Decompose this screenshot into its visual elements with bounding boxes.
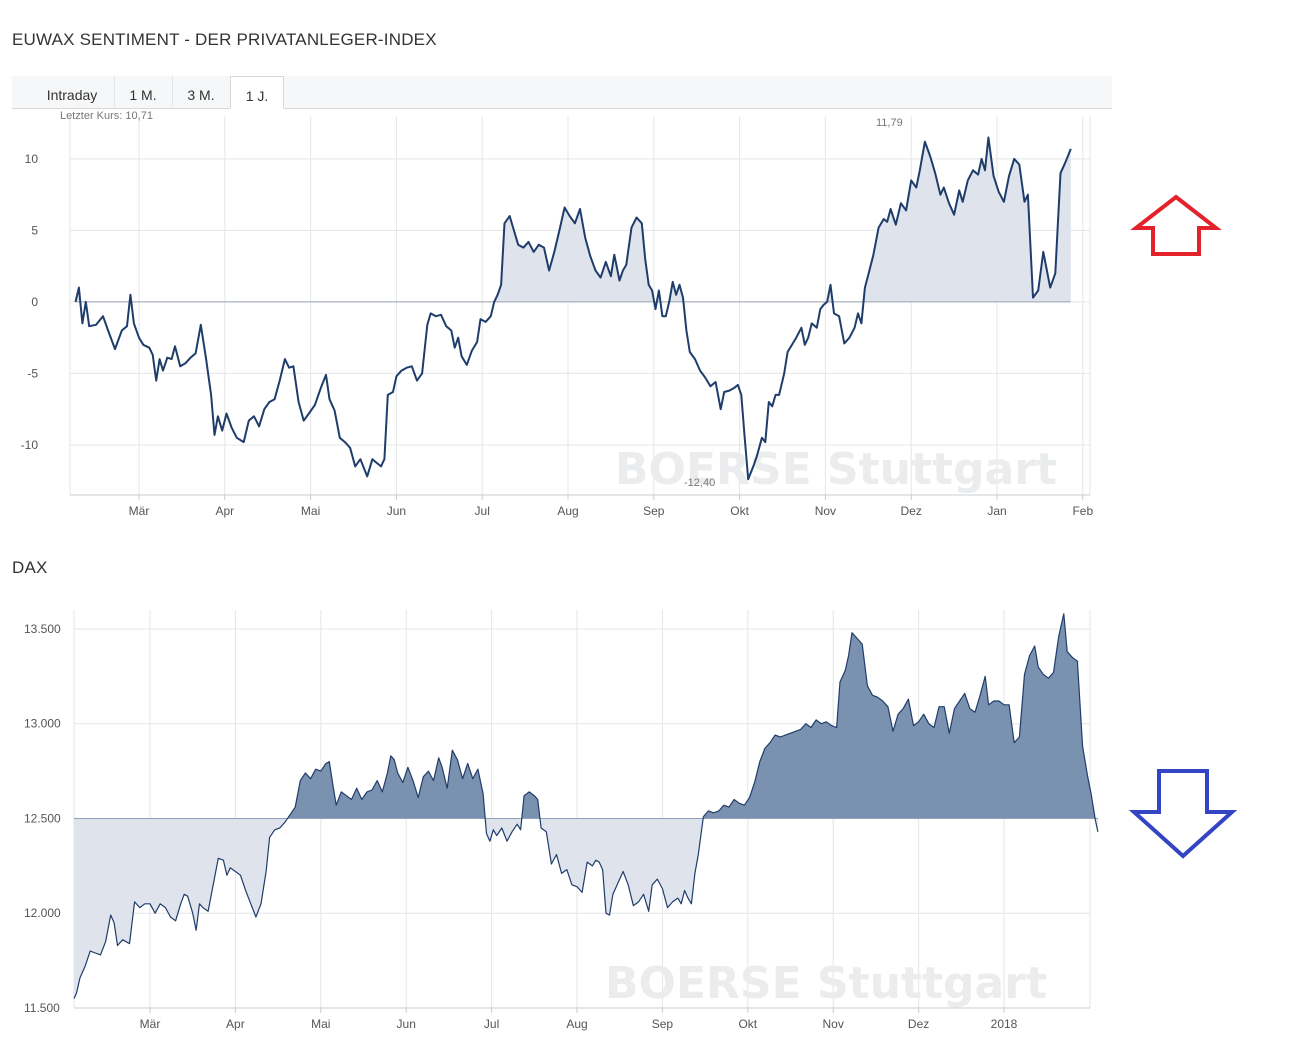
y-tick-label: 13.000	[24, 717, 61, 731]
x-tick-label: Jan	[987, 504, 1006, 518]
x-tick-label: Jul	[475, 504, 490, 518]
area-fill-below-baseline	[74, 818, 1098, 999]
y-tick-label: 10	[25, 152, 39, 166]
x-tick-label: Apr	[215, 504, 234, 518]
dax-axes: Mär Apr Mai Jun Jul Aug Sep Okt Nov Dez 2018 13.500…	[24, 622, 1090, 1031]
sentiment-grid	[69, 116, 1091, 495]
area-fill-above-baseline	[287, 613, 1096, 819]
x-tick-label: Nov	[815, 504, 836, 518]
y-tick-label: 0	[31, 295, 38, 309]
x-tick-label: Okt	[730, 504, 749, 518]
down-arrow-icon	[1128, 769, 1238, 859]
x-tick-label: Mär	[129, 504, 150, 518]
dax-watermark: BOERSE Stuttgart	[605, 958, 1047, 1009]
y-tick-label: -5	[27, 366, 38, 380]
tab-1-year[interactable]: 1 J.	[230, 76, 284, 109]
y-tick-label: 12.500	[24, 811, 61, 825]
chart2-title: DAX	[12, 558, 48, 577]
tab-intraday[interactable]: Intraday	[30, 76, 115, 107]
x-tick-label: Aug	[557, 504, 578, 518]
y-tick-label: 13.500	[24, 622, 61, 636]
x-tick-label: Mai	[311, 1017, 330, 1031]
series-line	[74, 136, 1072, 481]
x-tick-label: 2018	[991, 1017, 1018, 1031]
up-arrow-icon	[1130, 194, 1222, 256]
dax-chart: BOERSE Stuttgart Mär Apr Mai Jun Jul Aug Sep Ok…	[24, 610, 1099, 1031]
x-tick-label: Jun	[397, 1017, 416, 1031]
tab-3-months[interactable]: 3 M.	[172, 76, 231, 107]
sentiment-area	[74, 136, 1072, 481]
last-price-label: Letzter Kurs: 10,71	[60, 110, 153, 122]
x-tick-label: Nov	[823, 1017, 844, 1031]
x-tick-label: Jun	[387, 504, 406, 518]
sentiment-axes: Mär Apr Mai Jun Jul Aug Sep Okt Nov Dez Jan Feb 10 5 0…	[21, 152, 1094, 518]
tab-1-month[interactable]: 1 M.	[114, 76, 173, 107]
x-tick-label: Mär	[140, 1017, 161, 1031]
x-tick-label: Okt	[738, 1017, 757, 1031]
x-tick-label: Dez	[901, 504, 922, 518]
x-tick-label: Dez	[908, 1017, 929, 1031]
period-tabs: Intraday 1 M. 3 M. 1 J.	[12, 76, 1112, 109]
chart1-title: EUWAX SENTIMENT - DER PRIVATANLEGER-INDE…	[12, 30, 437, 49]
x-tick-label: Aug	[566, 1017, 587, 1031]
y-tick-label: 5	[31, 223, 38, 237]
x-tick-label: Apr	[226, 1017, 245, 1031]
y-tick-label: -10	[21, 438, 39, 452]
area-fill-above-baseline	[75, 137, 1071, 302]
x-tick-label: Jul	[484, 1017, 499, 1031]
x-tick-label: Feb	[1072, 504, 1093, 518]
max-label: 11,79	[876, 117, 903, 129]
x-tick-label: Mai	[301, 504, 320, 518]
y-tick-label: 11.500	[24, 1001, 60, 1015]
sentiment-chart: BOERSE Stuttgart Mär Apr Mai Jun Jul Aug Sep Ok…	[21, 110, 1094, 518]
min-label: -12,40	[684, 477, 715, 489]
y-tick-label: 12.000	[24, 906, 61, 920]
sentiment-watermark: BOERSE Stuttgart	[615, 444, 1057, 495]
x-tick-label: Sep	[652, 1017, 674, 1031]
x-tick-label: Sep	[643, 504, 665, 518]
series-line	[73, 613, 1099, 999]
dax-area	[73, 613, 1099, 999]
